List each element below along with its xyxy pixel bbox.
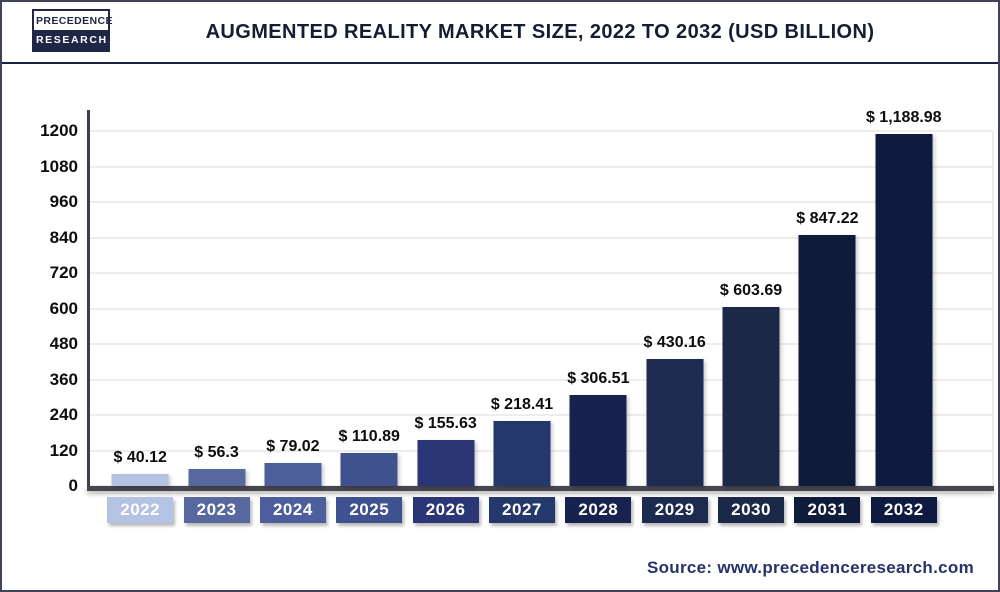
gridline	[89, 130, 992, 132]
bar-2030	[722, 307, 780, 486]
bar-2028	[569, 395, 627, 486]
x-axis-labels: 2022 2023 2024 2025 2026 2027 2028 2029 2030 2031…	[102, 497, 942, 523]
bar-value-label: $ 218.41	[490, 396, 554, 413]
x-tick-label-2029: 2029	[641, 497, 708, 523]
bar-slot: $ 79.02	[255, 131, 331, 486]
bar-value-label: $ 40.12	[113, 449, 167, 466]
bar-slot: $ 430.16	[637, 131, 713, 486]
x-tick-label-2023: 2023	[183, 497, 250, 523]
bar-2026	[417, 440, 475, 486]
x-axis-line	[87, 486, 994, 491]
source-text: Source: www.precedenceresearch.com	[646, 558, 974, 577]
bar-2023	[188, 469, 246, 486]
bar-slot: $ 40.12	[102, 131, 178, 486]
bar-slot: $ 847.22	[789, 131, 865, 486]
y-tick-label: 600	[49, 298, 78, 318]
y-tick-label: 120	[49, 440, 78, 460]
x-tick-label-2032: 2032	[870, 497, 937, 523]
bar-slot: $ 603.69	[713, 131, 789, 486]
brand-logo: PRECEDENCE RESEARCH	[32, 9, 113, 52]
gridline	[89, 165, 992, 168]
bar-value-label: $ 155.63	[414, 415, 477, 432]
brand-logo-line2: RESEARCH	[34, 30, 108, 50]
bar-2027	[493, 421, 551, 486]
x-tick-label-2027: 2027	[488, 497, 555, 523]
x-tick-label-2025: 2025	[336, 497, 403, 523]
bar-value-label: $ 847.22	[796, 210, 859, 227]
y-tick-label: 480	[49, 334, 78, 353]
chart-title: AUGMENTED REALITY MARKET SIZE, 2022 TO 2…	[205, 20, 875, 43]
y-tick-label: 1080	[40, 156, 78, 176]
gridline	[89, 343, 992, 345]
bar-value-label: $ 306.51	[567, 370, 630, 387]
header: PRECEDENCE RESEARCH AUGMENTED REALITY MA…	[2, 2, 998, 64]
y-axis-line	[87, 110, 90, 491]
year-slot: 2029	[637, 497, 713, 523]
x-tick-label-2024: 2024	[259, 497, 326, 523]
bar-slot: $ 1,188.98	[866, 109, 942, 486]
year-slot: 2024	[255, 497, 331, 523]
year-slot: 2022	[102, 497, 178, 523]
bar-2025	[340, 453, 398, 486]
gridline	[89, 307, 992, 310]
year-slot: 2028	[560, 497, 636, 523]
gridline	[89, 201, 992, 203]
year-slot: 2030	[713, 497, 789, 523]
year-slot: 2032	[866, 497, 942, 523]
x-tick-label-2030: 2030	[718, 497, 785, 523]
bar-slot: $ 155.63	[407, 131, 483, 486]
year-slot: 2023	[178, 497, 254, 523]
y-tick-label: 720	[49, 263, 78, 282]
y-tick-label: 960	[49, 192, 78, 211]
bar-value-label: $ 603.69	[719, 282, 783, 299]
bar-slot: $ 306.51	[560, 131, 636, 486]
bar-slot: $ 56.3	[178, 131, 254, 486]
bars-layer: $ 40.12 $ 56.3 $ 79.02 $ 110.89 $ 155.63 $ 21…	[102, 109, 942, 486]
x-tick-label-2028: 2028	[565, 497, 632, 523]
year-slot: 2027	[484, 497, 560, 523]
year-slot: 2031	[789, 497, 865, 523]
gridline	[89, 378, 992, 381]
gridline	[89, 236, 992, 239]
gridline	[89, 272, 992, 274]
y-tick-label: 240	[49, 405, 78, 424]
y-tick-label: 360	[49, 369, 78, 389]
bar-2031	[798, 235, 856, 486]
brand-logo-line1: PRECEDENCE	[34, 11, 113, 30]
chart-area: 0 120 240 360 480 600 720 840 960 1080 1200 $ 40.1…	[2, 64, 998, 590]
bar-value-label: $ 430.16	[643, 334, 706, 351]
bar-2029	[646, 359, 704, 486]
gridline	[89, 414, 992, 416]
x-tick-label-2031: 2031	[794, 497, 861, 523]
y-tick-label: 840	[49, 227, 78, 247]
bar-2032	[875, 134, 933, 486]
bar-2024	[264, 463, 322, 486]
bar-value-label: $ 1,188.98	[865, 109, 942, 126]
bar-slot: $ 110.89	[331, 131, 407, 486]
y-tick-label: 1200	[40, 121, 78, 140]
bar-2022	[111, 474, 169, 486]
x-tick-label-2022: 2022	[107, 497, 174, 523]
bar-value-label: $ 110.89	[338, 428, 400, 445]
y-tick-label: 0	[68, 476, 78, 495]
year-slot: 2026	[407, 497, 483, 523]
x-tick-label-2026: 2026	[412, 497, 479, 523]
bar-slot: $ 218.41	[484, 131, 560, 486]
bar-value-label: $ 79.02	[266, 438, 320, 455]
year-slot: 2025	[331, 497, 407, 523]
bar-value-label: $ 56.3	[194, 444, 239, 461]
